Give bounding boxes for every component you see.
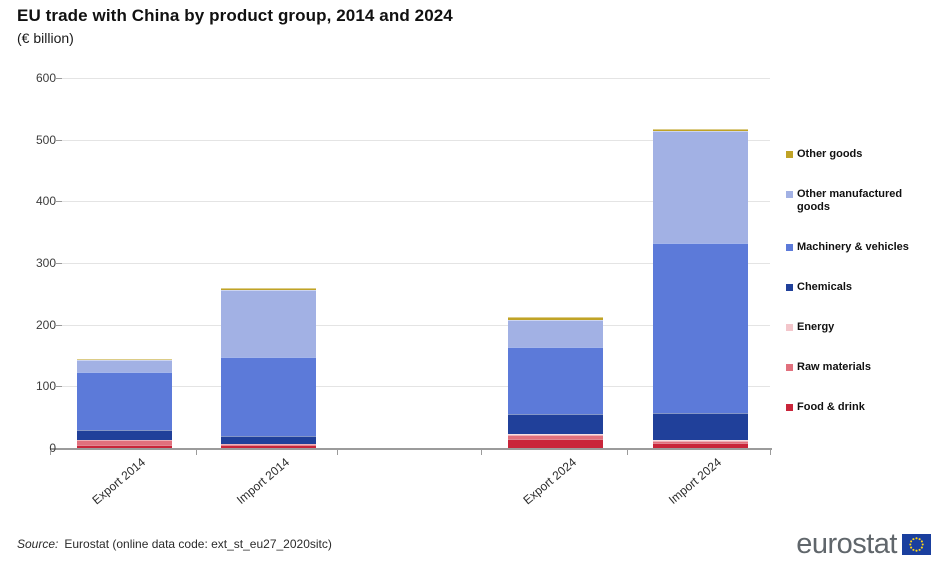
x-axis-label-export-2024: Export 2024 [520, 455, 579, 508]
bar-segment-other-goods [76, 358, 172, 361]
x-axis-label-import-2014: Import 2014 [233, 455, 292, 507]
bar-segment-other-manufactured-goods [220, 289, 316, 357]
source-text: Eurostat (online data code: ext_st_eu27_… [64, 537, 332, 551]
gridline-500 [62, 139, 770, 141]
gridline-300 [62, 263, 770, 264]
bar-segment-chemicals [76, 429, 172, 440]
eurostat-logo-text: eurostat [796, 528, 897, 560]
bar-export-2014 [76, 358, 172, 448]
bar-segment-energy [76, 439, 172, 441]
gridline-200 [62, 324, 770, 326]
legend-item-chemicals: Chemicals [786, 281, 942, 294]
bar-export-2024 [507, 316, 603, 448]
bar-segment-machinery-vehicles [220, 356, 316, 437]
x-tick-mark [196, 450, 197, 455]
plot-area: 0 100 200 300 400 500 600 [36, 71, 772, 455]
y-tick-mark [56, 201, 62, 203]
bar-segment-other-manufactured-goods [76, 360, 172, 373]
legend-swatch-icon [786, 404, 793, 411]
legend-label: Machinery & vehicles [797, 241, 909, 253]
legend-item-machinery-vehicles: Machinery & vehicles [786, 241, 942, 254]
gridline-600 [62, 78, 770, 79]
x-axis-label-export-2014: Export 2014 [89, 455, 148, 508]
source-note: Source: Eurostat (online data code: ext_s… [17, 537, 332, 551]
x-tick-mark [50, 450, 51, 455]
y-tick-mark [56, 324, 62, 326]
bar-segment-other-goods [220, 287, 316, 290]
bar-segment-raw-materials [507, 435, 603, 440]
bar-segment-other-manufactured-goods [507, 319, 603, 348]
bar-segment-energy [507, 434, 603, 436]
legend-label: Raw materials [797, 361, 871, 373]
x-tick-mark [481, 450, 482, 455]
eu-flag-icon [902, 534, 931, 555]
legend-item-raw-materials: Raw materials [786, 361, 942, 374]
legend-swatch-icon [786, 324, 793, 331]
y-axis-label-300: 300 [35, 256, 56, 270]
bar-segment-raw-materials [652, 441, 748, 444]
eurostat-logo: eurostat [796, 530, 931, 559]
bar-segment-other-manufactured-goods [652, 131, 748, 244]
bar-segment-chemicals [507, 413, 603, 435]
bar-segment-chemicals [220, 436, 316, 444]
x-tick-mark [627, 450, 628, 455]
bar-segment-machinery-vehicles [507, 347, 603, 414]
bar-segment-food-drink [507, 439, 603, 448]
y-tick-mark [56, 139, 62, 141]
y-axis-label-400: 400 [35, 194, 56, 209]
x-axis-line [50, 448, 772, 450]
bar-segment-food-drink [652, 443, 748, 448]
bar-segment-raw-materials [76, 440, 172, 445]
legend-item-food-drink: Food & drink [786, 401, 942, 414]
legend-item-other-goods: Other goods [786, 148, 942, 161]
y-axis-label-600: 600 [35, 71, 56, 85]
x-axis-label-import-2024: Import 2024 [665, 455, 724, 507]
y-tick-mark [56, 78, 62, 79]
bar-segment-machinery-vehicles [76, 372, 172, 430]
legend: Other goods Other manufactured goods Machi… [786, 148, 942, 414]
legend-label: Chemicals [797, 281, 853, 293]
bar-segment-energy [652, 440, 748, 442]
y-tick-mark [56, 386, 62, 388]
bar-segment-raw-materials [220, 443, 316, 446]
x-tick-mark [337, 450, 338, 455]
x-tick-mark [770, 450, 771, 455]
legend-item-energy: Energy [786, 321, 942, 334]
y-axis-label-100: 100 [35, 379, 56, 394]
legend-swatch-icon [786, 151, 793, 158]
chart-subtitle: (€ billion) [17, 30, 74, 46]
legend-label: Other manufactured goods [797, 188, 903, 213]
gridline-100 [62, 386, 770, 388]
legend-swatch-icon [786, 284, 793, 291]
bar-segment-machinery-vehicles [652, 243, 748, 414]
source-label: Source: [17, 537, 59, 551]
legend-label: Energy [797, 321, 835, 333]
y-tick-mark [56, 263, 62, 264]
chart-title: EU trade with China by product group, 20… [17, 6, 453, 25]
y-tick-mark [56, 448, 62, 449]
bar-segment-chemicals [652, 413, 748, 441]
legend-label: Other goods [797, 148, 863, 160]
y-axis-label-200: 200 [35, 317, 56, 332]
bar-import-2014 [220, 287, 316, 448]
y-axis-label-0: 0 [49, 441, 56, 455]
gridline-400 [62, 201, 770, 203]
y-axis-label-500: 500 [35, 132, 56, 147]
legend-swatch-icon [786, 364, 793, 371]
legend-item-other-manufactured-goods: Other manufactured goods [786, 188, 942, 214]
legend-swatch-icon [786, 191, 793, 198]
bar-segment-food-drink [220, 445, 316, 448]
bar-import-2024 [652, 128, 748, 448]
bar-segment-other-goods [507, 316, 603, 320]
legend-swatch-icon [786, 244, 793, 251]
bar-segment-food-drink [76, 444, 172, 448]
legend-label: Food & drink [797, 401, 865, 413]
bar-segment-other-goods [652, 128, 748, 132]
